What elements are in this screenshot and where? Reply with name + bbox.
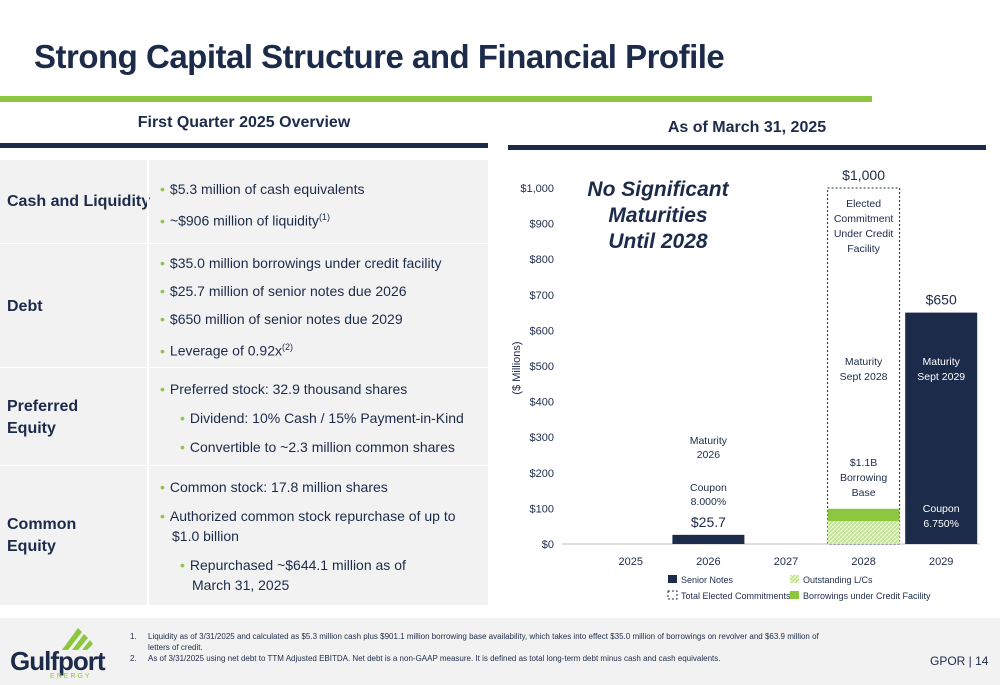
footnote-ref: (1)	[318, 212, 330, 222]
page-title: Strong Capital Structure and Financial P…	[34, 38, 725, 75]
annotation-coupon-2029: 6.750%	[923, 518, 959, 530]
annotation-elected-commitment: Facility	[847, 243, 880, 255]
sub-bullet-item-continued: March 31, 2025	[192, 577, 290, 593]
y-tick-label: $900	[530, 219, 554, 231]
annotation-borrowing-base: Base	[852, 487, 876, 499]
annotation-maturity-2026: 2026	[697, 449, 721, 461]
logo-mark-icon	[62, 628, 93, 650]
bullet-item: • Authorized common stock repurchase of u…	[160, 508, 456, 524]
x-tick-label: 2029	[929, 556, 953, 568]
y-tick-label: $1,000	[520, 183, 554, 195]
annotation-maturity-2029: Maturity	[923, 356, 961, 368]
footer-band	[0, 618, 1000, 685]
bullet-item: • Leverage of 0.92x(2)	[160, 342, 293, 359]
annotation-maturity-2029: Sept 2029	[917, 371, 965, 383]
legend-swatch	[790, 591, 799, 599]
row-label-common-equity: Common Equity	[7, 516, 77, 555]
annotation-elected-commitment: Under Credit	[834, 228, 894, 240]
row-label-cash-liquidity: Cash and Liquidity	[7, 193, 151, 210]
annotation-maturity-2026: Maturity	[690, 435, 728, 447]
bullet-item-continued: $1.0 billion	[172, 528, 239, 544]
table-row-debt: Debt • $35.0 million borrowings under cre…	[0, 244, 488, 368]
debt-maturity-chart: $0 $100 $200 $300 $400 $500 $600 $700 $800 $900 $1…	[508, 160, 988, 612]
bar-outstanding-lcs	[827, 521, 900, 544]
no-maturities-callout: Maturities	[608, 204, 707, 227]
row-divider	[147, 368, 149, 465]
legend-swatch	[668, 575, 677, 583]
annotation-elected-commitment: Elected	[846, 198, 881, 210]
y-axis-label: ($ Millions)	[511, 341, 523, 394]
footnotes: 1. Liquidity as of 3/31/2025 and calcula…	[130, 631, 820, 664]
row-divider	[147, 244, 149, 367]
annotation-borrowing-base: $1.1B	[850, 457, 877, 469]
y-tick-label: $300	[530, 432, 554, 444]
annotation-coupon-2026: 8.000%	[691, 496, 727, 508]
y-tick-label: $100	[530, 503, 554, 515]
sub-bullet-item: • Dividend: 10% Cash / 15% Payment-in-Kin…	[180, 410, 464, 426]
legend-label: Total Elected Commitments	[681, 591, 791, 601]
row-divider	[147, 160, 149, 243]
annotation-coupon-2026: Coupon	[690, 482, 727, 494]
row-label-preferred-equity: Preferred Equity	[7, 398, 79, 437]
bullet-item: • $25.7 million of senior notes due 2026	[160, 283, 407, 299]
gulfport-logo: Gulfport ENERGY	[10, 626, 106, 682]
x-tick-label: 2027	[774, 556, 798, 568]
title-accent-bar	[0, 96, 872, 102]
overview-header-rule	[0, 143, 488, 148]
page-number: GPOR | 14	[930, 654, 989, 668]
annotation-coupon-2029: Coupon	[923, 503, 960, 515]
bar-senior-notes	[672, 534, 745, 544]
bar-senior-notes	[905, 312, 978, 544]
footnote-ref: (2)	[282, 342, 293, 352]
y-tick-label: $200	[530, 468, 554, 480]
sub-bullet-item: • Convertible to ~2.3 million common shar…	[180, 439, 455, 455]
bullet-item: • ~$906 million of liquidity(1)	[160, 212, 330, 229]
legend-label: Senior Notes	[681, 575, 734, 585]
row-divider	[147, 466, 149, 605]
legend-label: Outstanding L/Cs	[803, 575, 873, 585]
x-tick-label: 2025	[619, 556, 643, 568]
legend-swatch	[667, 590, 678, 600]
bullet-item: • Preferred stock: 32.9 thousand shares	[160, 381, 408, 397]
sub-bullet-item: • Repurchased ~$644.1 million as of	[180, 557, 406, 573]
legend-label: Borrowings under Credit Facility	[803, 591, 931, 601]
logo-wordmark: Gulfport	[10, 646, 106, 676]
annotation-maturity-2028: Sept 2028	[840, 371, 888, 383]
annotation-maturity-2028: Maturity	[845, 356, 883, 368]
y-tick-label: $800	[530, 254, 554, 266]
overview-header: First Quarter 2025 Overview	[137, 114, 351, 131]
chart-header: As of March 31, 2025	[667, 119, 827, 136]
footnote-1: 1. Liquidity as of 3/31/2025 and calcula…	[130, 632, 819, 652]
y-tick-label: $500	[530, 361, 554, 373]
table-row-common-equity: Common Equity • Common stock: 17.8 millio…	[0, 466, 488, 605]
bar-value-label: $650	[926, 292, 957, 308]
bar-value-label: $1,000	[842, 167, 885, 183]
row-label-debt: Debt	[7, 298, 43, 315]
y-tick-label: $600	[530, 325, 554, 337]
bullet-item: • $5.3 million of cash equivalents	[160, 181, 365, 197]
annotation-elected-commitment: Commitment	[834, 213, 894, 225]
overview-table: Cash and Liquidity • $5.3 million of cash…	[0, 160, 488, 605]
bullet-item: • Common stock: 17.8 million shares	[160, 479, 388, 495]
x-tick-label: 2028	[851, 556, 875, 568]
table-row-cash-liquidity: Cash and Liquidity • $5.3 million of cash…	[0, 160, 488, 244]
bullet-item: • $650 million of senior notes due 2029	[160, 311, 403, 327]
annotation-borrowing-base: Borrowing	[840, 472, 887, 484]
legend-swatch	[790, 575, 799, 583]
y-tick-label: $700	[530, 290, 554, 302]
no-maturities-callout: Until 2028	[608, 230, 708, 253]
table-row-preferred-equity: Preferred Equity • Preferred stock: 32.9 …	[0, 368, 488, 466]
y-tick-label: $0	[542, 539, 554, 551]
bar-credit-facility-borrowings	[827, 508, 900, 522]
debt-maturity-chart-svg: $0 $100 $200 $300 $400 $500 $600 $700 $800 $900 $1…	[511, 167, 980, 601]
chart-header-rule	[508, 145, 986, 150]
bar-value-label: $25.7	[691, 514, 726, 530]
bullet-item: • $35.0 million borrowings under credit f…	[160, 255, 442, 271]
logo-subtitle: ENERGY	[50, 673, 92, 680]
x-tick-label: 2026	[696, 556, 720, 568]
y-tick-label: $400	[530, 397, 554, 409]
footnote-2: 2. As of 3/31/2025 using net debt to TTM…	[130, 654, 721, 663]
no-maturities-callout: No Significant	[587, 178, 729, 201]
